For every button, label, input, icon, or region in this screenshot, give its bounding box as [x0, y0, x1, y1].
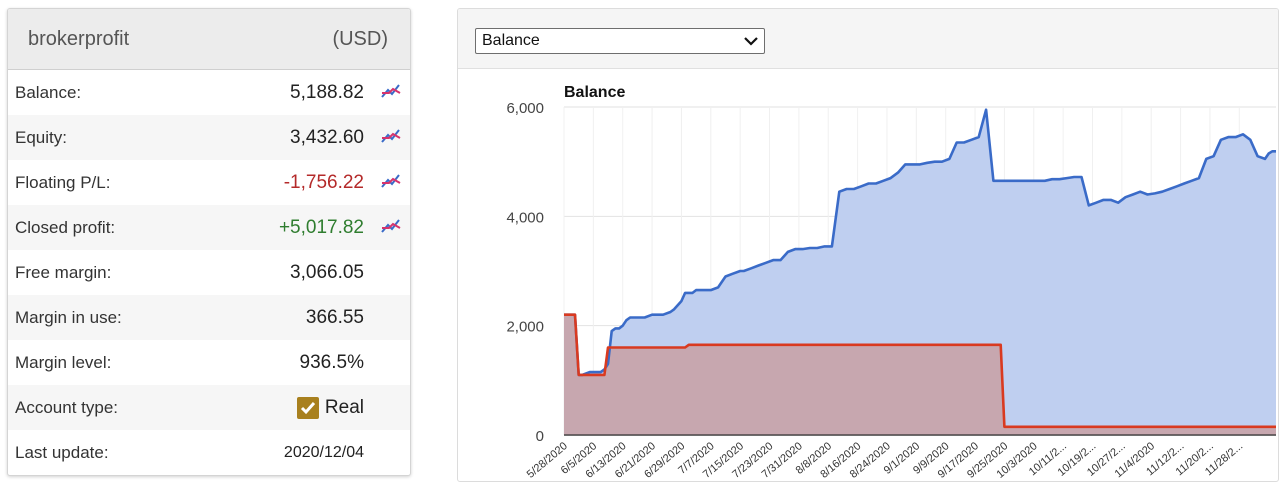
chart-line-icon[interactable]	[380, 81, 402, 101]
account-type-text: Real	[324, 396, 364, 418]
chart-title: Balance	[564, 84, 625, 101]
chart-type-select[interactable]: Balance	[475, 28, 765, 54]
account-stats-panel: brokerprofit (USD) Balance: 5,188.82 Equit…	[7, 8, 411, 476]
stat-value: +5,017.82	[278, 216, 364, 238]
stat-value: 366.55	[305, 306, 364, 328]
chart-type-select-value: Balance	[482, 32, 540, 49]
y-tick-label: 2,000	[506, 319, 544, 336]
stat-label: Closed profit:	[15, 217, 116, 237]
stat-label: Margin level:	[15, 352, 112, 372]
account-name: brokerprofit	[28, 27, 130, 50]
account-rows: Balance: 5,188.82 Equity: 3,432.60 Floating …	[8, 70, 410, 475]
stat-value: -1,756.22	[283, 171, 364, 193]
stat-value: 3,432.60	[290, 126, 364, 148]
last-update-value: 2020/12/04	[283, 443, 364, 461]
account-currency: (USD)	[332, 27, 388, 50]
checkmark-icon	[296, 396, 319, 419]
last-update-label: Last update:	[15, 442, 109, 462]
account-header: brokerprofit (USD)	[8, 9, 410, 70]
stat-label: Free margin:	[15, 262, 112, 282]
stat-row: Free margin: 3,066.05	[8, 250, 410, 295]
chart-line-icon[interactable]	[380, 171, 402, 191]
stat-row: Balance: 5,188.82	[8, 70, 410, 115]
stat-label: Margin in use:	[15, 307, 122, 327]
stat-value: 936.5%	[299, 351, 364, 373]
chevron-down-icon	[744, 37, 758, 46]
balance-chart: Balance02,0004,0006,0005/28/20206/5/2020…	[506, 84, 1276, 481]
chart-toolbar: Balance	[458, 9, 1278, 69]
y-tick-label: 0	[536, 428, 544, 445]
balance-series-line	[564, 108, 1276, 377]
y-tick-label: 6,000	[506, 100, 544, 117]
chart-panel: Balance Balance 0 2,000 4,000 6,000 5/28/2020…	[457, 8, 1279, 482]
account-type-row: Account type: Real	[8, 385, 410, 430]
chart-line-icon[interactable]	[380, 216, 402, 236]
stat-row: Margin in use: 366.55	[8, 295, 410, 340]
stat-row: Equity: 3,432.60	[8, 115, 410, 160]
stat-value: 3,066.05	[290, 261, 364, 283]
y-tick-label: 4,000	[506, 209, 544, 226]
stat-label: Equity:	[15, 127, 67, 147]
stat-value: 5,188.82	[290, 81, 364, 103]
stat-row: Floating P/L: -1,756.22	[8, 160, 410, 205]
stat-label: Balance:	[15, 82, 82, 102]
last-update-row: Last update: 2020/12/04	[8, 430, 410, 475]
stat-row: Closed profit: +5,017.82	[8, 205, 410, 250]
x-tick-label: 5/28/2020	[525, 440, 570, 481]
account-type-label: Account type:	[15, 397, 119, 417]
account-type-value: Real	[296, 396, 364, 419]
chart-line-icon[interactable]	[380, 126, 402, 146]
stat-row: Margin level: 936.5%	[8, 340, 410, 385]
second-series-line	[564, 313, 1276, 429]
stat-label: Floating P/L:	[15, 172, 111, 192]
second-series-area	[564, 314, 1276, 435]
